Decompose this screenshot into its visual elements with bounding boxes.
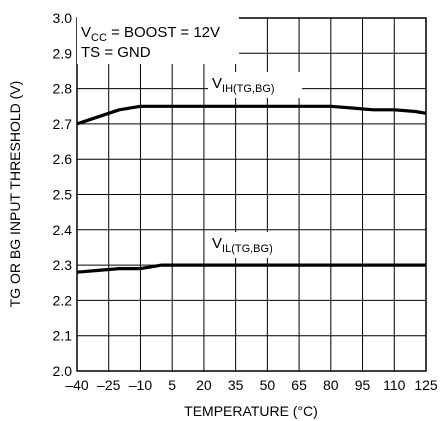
y-tick-label: 2.7 (53, 116, 73, 132)
x-tick-label: 35 (228, 377, 244, 393)
x-tick-label: –10 (129, 377, 153, 393)
grid (76, 17, 427, 372)
y-tick-label: 2.8 (53, 81, 73, 97)
x-tick-label: 65 (291, 377, 307, 393)
series-label-bg-vih (208, 72, 302, 98)
y-tick-label: 2.0 (53, 363, 73, 379)
series-label-vih: VIH(TG,BG) (212, 75, 275, 95)
plot-border (76, 17, 427, 372)
x-tick-label: –25 (97, 377, 121, 393)
series-line-vih (76, 104, 427, 126)
series-label-vil: VIL(TG,BG) (212, 235, 273, 255)
x-axis-title: TEMPERATURE (°C) (184, 403, 318, 419)
x-tick-label: 50 (260, 377, 276, 393)
x-tick-label: 5 (168, 377, 176, 393)
y-axis-title: TG OR BG INPUT THRESHOLD (V) (7, 81, 23, 308)
annotation-ts: TS = GND (81, 44, 151, 61)
y-tick-labels: 2.0 2.1 2.2 2.3 2.4 2.5 2.6 2.7 2.8 2.9 3.0 (53, 10, 73, 379)
x-tick-label: 95 (355, 377, 371, 393)
annotation-box (77, 14, 239, 64)
y-tick-label: 2.2 (53, 292, 73, 308)
x-tick-label: 125 (414, 377, 438, 393)
y-tick-label: 2.5 (53, 187, 73, 203)
series-label-bg-vil (208, 232, 292, 258)
series-line-vil (76, 263, 426, 274)
x-tick-label: 80 (323, 377, 339, 393)
y-tick-label: 2.4 (53, 222, 73, 238)
x-tick-labels: –40 –25 –10 5 20 35 50 65 80 95 110 125 (65, 377, 438, 393)
y-tick-label: 3.0 (53, 10, 73, 26)
y-tick-label: 2.3 (53, 257, 73, 273)
series-group (76, 104, 427, 274)
x-tick-label: 110 (383, 377, 406, 393)
y-tick-label: 2.6 (53, 151, 73, 167)
annotation-vcc: VCC = BOOST = 12V (81, 24, 220, 44)
x-tick-label: 20 (196, 377, 212, 393)
x-tick-label: –40 (65, 377, 89, 393)
y-tick-label: 2.9 (53, 45, 73, 61)
y-tick-label: 2.1 (53, 328, 73, 344)
